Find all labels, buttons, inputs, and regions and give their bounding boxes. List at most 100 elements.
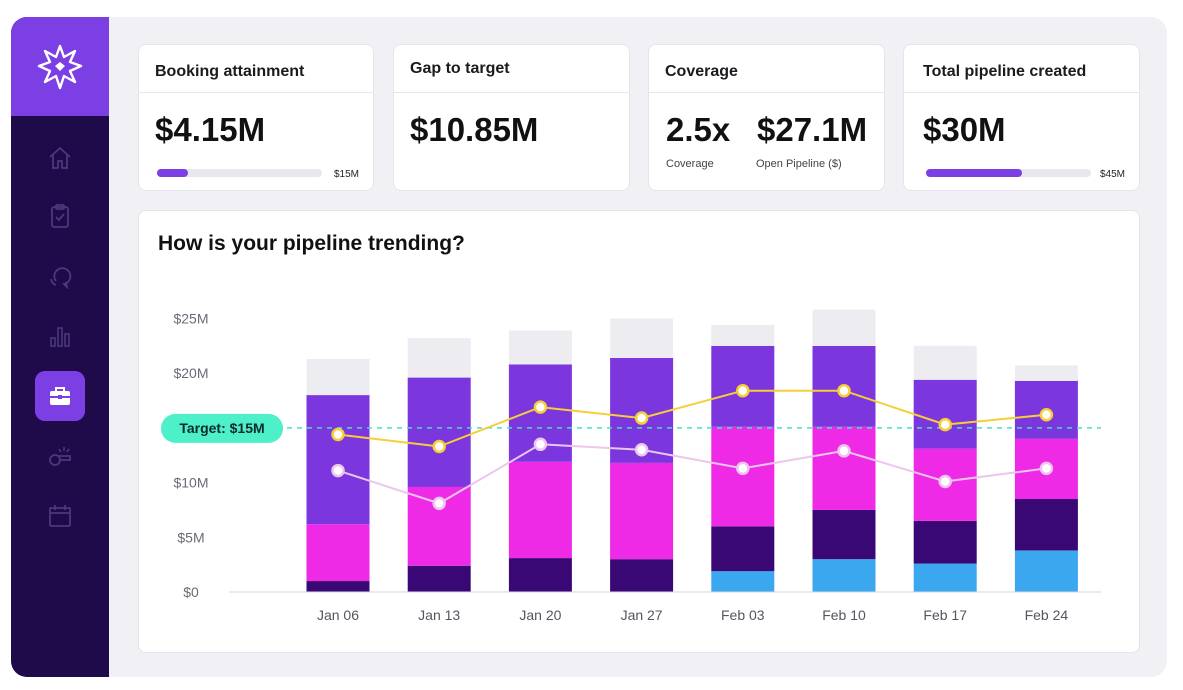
home-icon bbox=[49, 147, 71, 169]
sidebar-item-coaching[interactable] bbox=[35, 431, 85, 481]
bar-cap bbox=[913, 345, 977, 352]
bar-segment bbox=[913, 520, 977, 564]
sidebar bbox=[11, 17, 109, 677]
logo[interactable] bbox=[11, 17, 109, 116]
target-label: Target: $15M bbox=[179, 420, 264, 436]
bar-segment bbox=[407, 565, 471, 592]
bar-segment bbox=[508, 558, 572, 592]
coverage-ratio-label: Coverage bbox=[666, 158, 714, 170]
bar-segment bbox=[711, 526, 775, 572]
divider bbox=[139, 92, 373, 93]
y-tick-label: $0 bbox=[183, 584, 199, 600]
gap-to-target-card: Gap to target $10.85M bbox=[393, 44, 630, 191]
series-point bbox=[938, 474, 952, 489]
briefcase-icon bbox=[50, 387, 70, 405]
bar-cap bbox=[508, 330, 572, 337]
x-tick-label: Feb 03 bbox=[721, 607, 765, 623]
x-tick-label: Jan 20 bbox=[519, 607, 561, 623]
bar-segment bbox=[610, 462, 674, 560]
pipeline-progress-bar bbox=[926, 169, 1091, 177]
x-tick-label: Feb 10 bbox=[822, 607, 866, 623]
coverage-ratio-value: 2.5x bbox=[666, 111, 731, 148]
bar-segment bbox=[306, 524, 370, 582]
gap-to-target-title: Gap to target bbox=[410, 60, 510, 77]
booking-attainment-card: Booking attainment $4.15M $15M bbox=[138, 44, 374, 191]
series-point bbox=[533, 400, 548, 414]
total-pipeline-value: $30M bbox=[923, 111, 1006, 148]
series-point bbox=[432, 496, 446, 511]
bar-cap bbox=[1014, 365, 1078, 372]
open-pipeline-label: Open Pipeline ($) bbox=[756, 158, 842, 170]
divider bbox=[394, 92, 629, 93]
bar-segment bbox=[812, 559, 876, 592]
booking-progress-max: $15M bbox=[333, 169, 359, 180]
pipeline-trend-card: How is your pipeline trending? $0 $5M $10M… bbox=[138, 210, 1140, 653]
bar-segment bbox=[306, 358, 370, 396]
bar-segment bbox=[1014, 499, 1078, 551]
series-point bbox=[533, 437, 548, 452]
total-pipeline-title: Total pipeline created bbox=[923, 63, 1087, 80]
sidebar-item-calendar[interactable] bbox=[35, 491, 85, 541]
target-badge bbox=[161, 413, 283, 443]
bar-segment bbox=[812, 509, 876, 560]
total-pipeline-card: Total pipeline created $30M $45M bbox=[903, 44, 1140, 191]
bar-segment bbox=[913, 379, 977, 449]
y-tick-label: $20M bbox=[173, 365, 208, 381]
x-tick-label: Feb 17 bbox=[923, 607, 967, 623]
bar-segment bbox=[306, 581, 370, 592]
sidebar-item-home[interactable] bbox=[35, 133, 85, 183]
series-point bbox=[736, 461, 750, 476]
x-tick-label: Feb 24 bbox=[1025, 607, 1069, 623]
bar-segment bbox=[407, 377, 471, 487]
series-point bbox=[1039, 408, 1054, 422]
sidebar-item-messages[interactable] bbox=[35, 251, 85, 301]
starburst-logo-icon bbox=[37, 44, 83, 89]
bar-chart-icon bbox=[50, 327, 70, 347]
pipeline-progress-max: $45M bbox=[1099, 169, 1125, 180]
booking-attainment-title: Booking attainment bbox=[155, 63, 305, 80]
series-point bbox=[634, 443, 649, 457]
gap-to-target-value: $10.85M bbox=[410, 111, 539, 148]
bar-segment bbox=[812, 426, 876, 510]
sidebar-item-tasks[interactable] bbox=[35, 191, 85, 241]
bar-cap bbox=[407, 338, 471, 345]
bar-segment bbox=[913, 563, 977, 592]
bar-cap bbox=[306, 358, 370, 365]
open-pipeline-value: $27.1M bbox=[757, 111, 868, 148]
sidebar-item-pipeline[interactable] bbox=[35, 371, 85, 421]
y-tick-label: $25M bbox=[173, 311, 208, 327]
series-point bbox=[837, 444, 851, 458]
series-line bbox=[337, 389, 1047, 448]
calendar-icon bbox=[49, 505, 71, 527]
bar-segment bbox=[711, 571, 775, 592]
chat-bubbles-icon bbox=[50, 267, 72, 289]
app-window: Booking attainment $4.15M $15M Gap to ta… bbox=[11, 17, 1167, 677]
series-point bbox=[634, 411, 649, 425]
coverage-card: Coverage 2.5x $27.1M Coverage Open Pipel… bbox=[648, 44, 885, 191]
series-point bbox=[331, 427, 345, 442]
y-tick-label: $10M bbox=[173, 475, 208, 491]
sidebar-item-analytics[interactable] bbox=[35, 311, 85, 361]
divider bbox=[904, 92, 1139, 93]
y-tick-label: $5M bbox=[177, 529, 204, 545]
booking-attainment-value: $4.15M bbox=[155, 111, 266, 148]
pipeline-progress-fill bbox=[926, 169, 1022, 177]
bar-segment bbox=[508, 461, 572, 559]
bar-segment bbox=[610, 318, 674, 358]
series-point bbox=[837, 383, 851, 398]
bar-segment bbox=[407, 338, 471, 378]
bar-cap bbox=[610, 318, 674, 325]
divider bbox=[649, 92, 884, 93]
x-tick-label: Jan 06 bbox=[317, 607, 359, 623]
bar-cap bbox=[711, 325, 775, 332]
series-point bbox=[331, 463, 345, 478]
chart-title: How is your pipeline trending? bbox=[158, 232, 465, 255]
bar-segment bbox=[306, 395, 370, 525]
series-point bbox=[938, 417, 952, 432]
bar-cap bbox=[812, 309, 876, 316]
series-point bbox=[1039, 461, 1054, 476]
bar-segment bbox=[1014, 550, 1078, 592]
booking-progress-fill bbox=[157, 169, 189, 177]
series-point bbox=[736, 383, 750, 398]
